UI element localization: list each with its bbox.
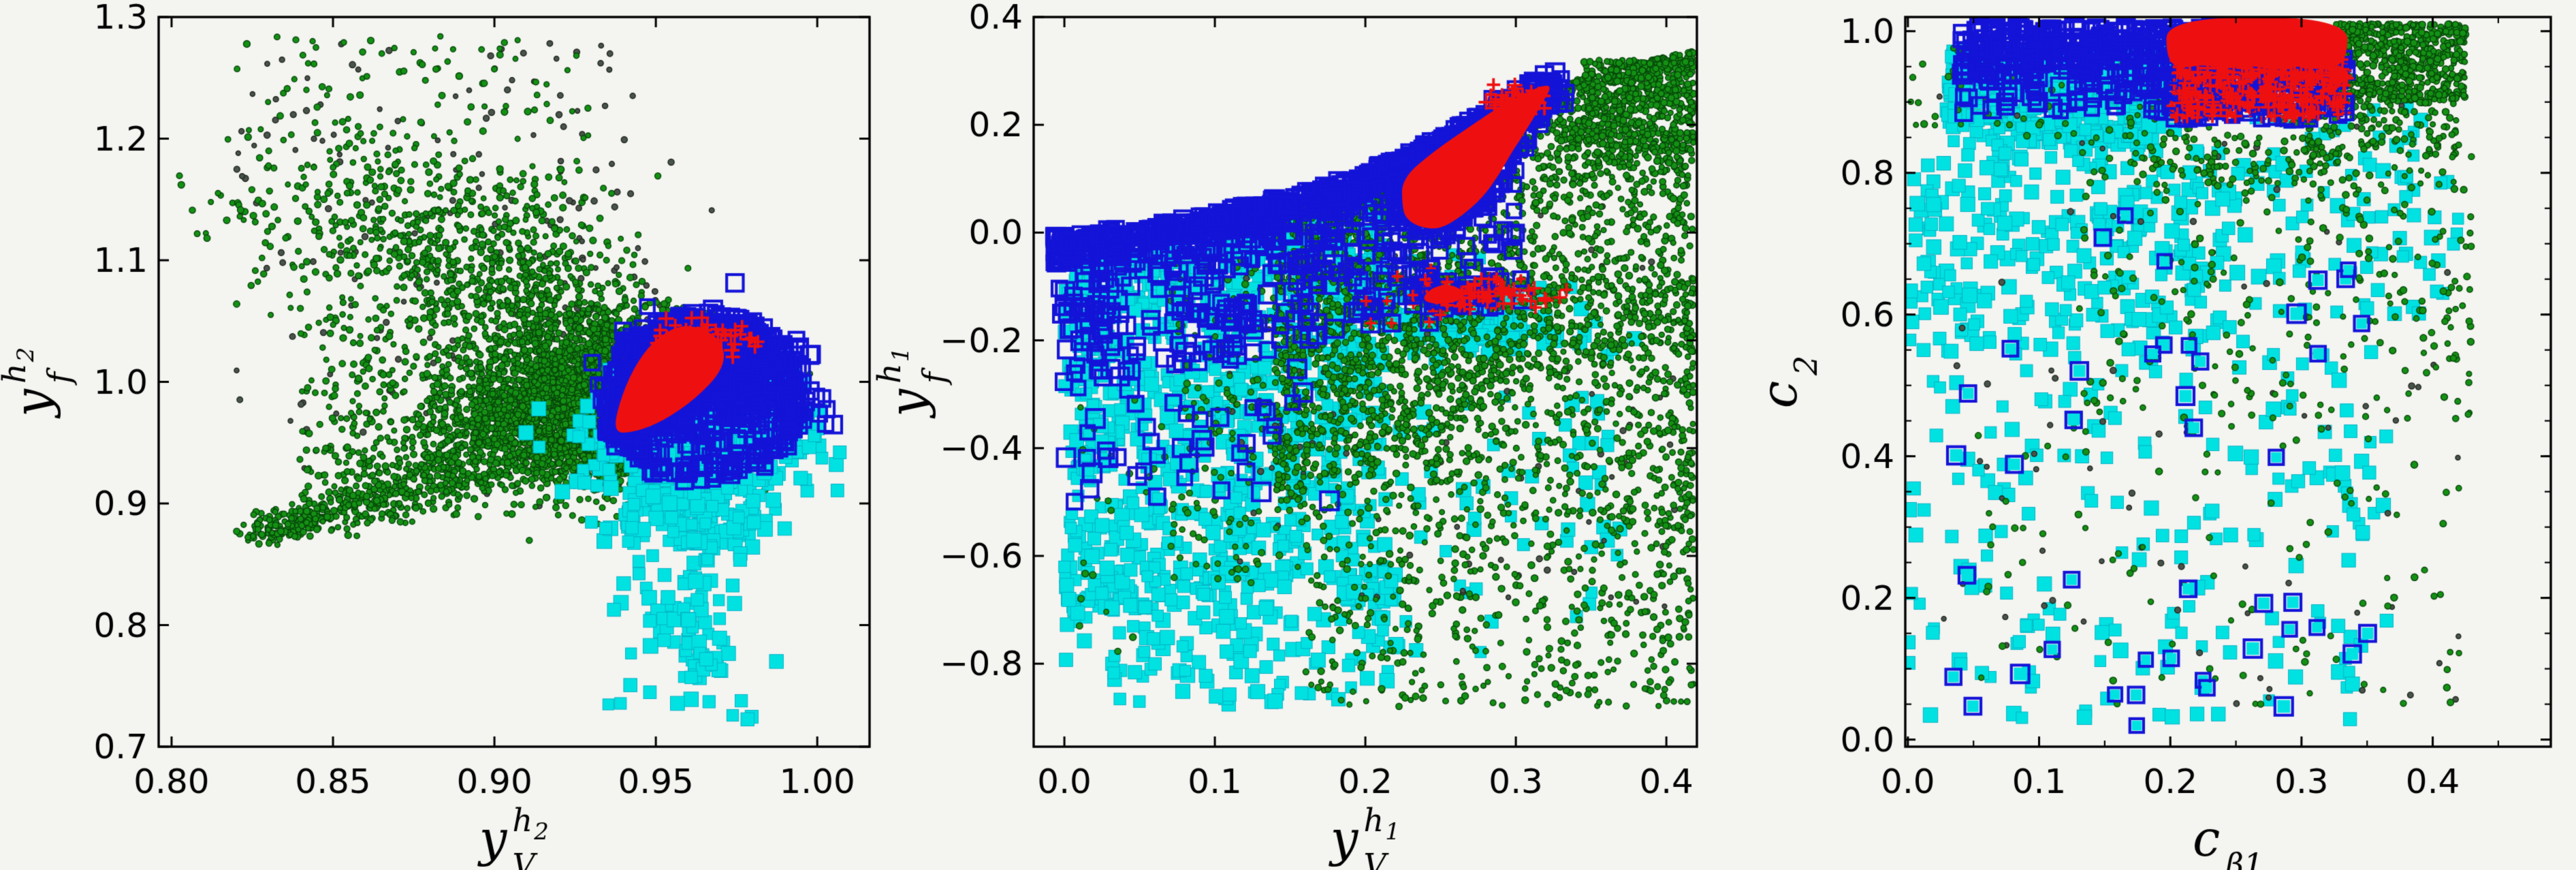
figure-root: [0, 0, 2576, 870]
scatter-figure-canvas: [0, 0, 2576, 870]
